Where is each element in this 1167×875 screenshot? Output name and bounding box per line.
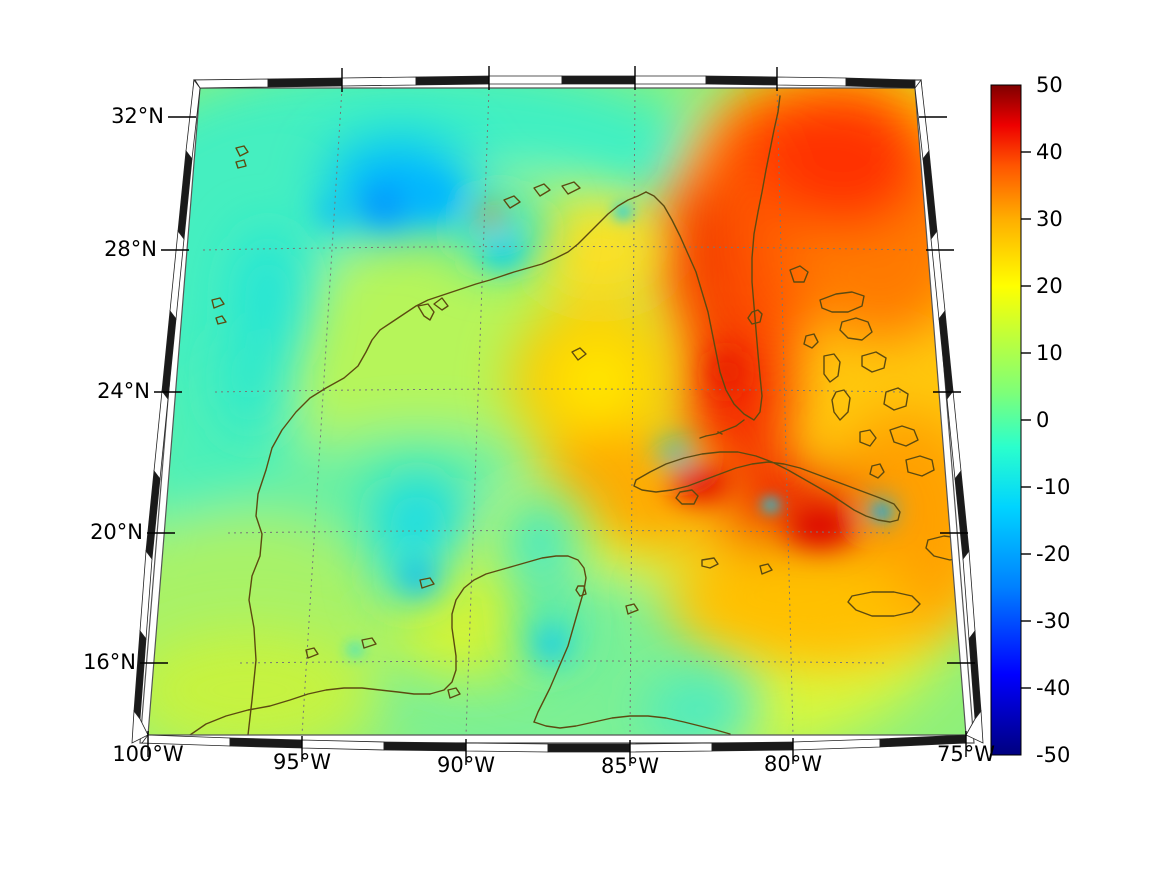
colorbar-label-neg10: -10: [1036, 475, 1071, 499]
field-micro-detail: [347, 205, 890, 656]
coastline-florida-peninsula: [645, 95, 781, 421]
frame-right-segments: [914, 78, 984, 744]
lat-tick-label-24: 24°N: [97, 379, 150, 403]
colorbar-label-neg50: -50: [1036, 743, 1071, 767]
lat-tick-label-20: 20°N: [90, 520, 143, 544]
frame-major-ticks: [140, 66, 975, 766]
coastline-florida-keys: [705, 419, 745, 437]
colorbar-ticks: [1021, 151, 1031, 689]
lon-tick-label-75w: 75°W: [937, 742, 995, 766]
colorbar-label-40: 40: [1036, 140, 1063, 164]
field-mid-features: [148, 205, 683, 735]
colorbar-label-neg30: -30: [1036, 609, 1071, 633]
gridline-lat-24: [214, 388, 902, 393]
coastline-bahamas: [789, 265, 935, 479]
coastline-isla-juventud: [675, 489, 699, 505]
coastline-cozumel: [575, 585, 587, 597]
colorbar-gradient: [990, 84, 1022, 756]
frame-top-segments: [194, 75, 916, 89]
lon-tick-label-90w: 90°W: [437, 753, 495, 777]
map-frame: [131, 66, 984, 766]
coastlines: [189, 95, 966, 735]
coastline-mississippi-delta: [417, 303, 435, 321]
lat-tick-label-32: 32°N: [111, 104, 164, 128]
lat-tick-label-16: 16°N: [83, 650, 136, 674]
frame-left-segments: [131, 78, 201, 744]
lon-tick-label-80w: 80°W: [764, 752, 822, 776]
lon-tick-label-95w: 95°W: [273, 750, 331, 774]
gridline-lat-16: [239, 660, 885, 664]
gridline-lat-20: [227, 530, 893, 534]
colorbar-label-neg20: -20: [1036, 542, 1071, 566]
coastline-central-america: [533, 715, 731, 735]
gridline-lon-95: [301, 88, 343, 735]
coastline-yucatan: [429, 555, 587, 723]
coastline-cayman: [701, 557, 719, 569]
coastline-lake-okeechobee: [747, 309, 763, 325]
colorbar-label-50: 50: [1036, 73, 1063, 97]
coastline-hispaniola: [925, 535, 966, 561]
graticule-gridlines: [202, 88, 914, 735]
coastline-jamaica: [847, 591, 921, 617]
colorbar-label-10: 10: [1036, 341, 1063, 365]
coastline-islets: [211, 145, 773, 699]
lat-tick-label-28: 28°N: [104, 237, 157, 261]
lon-tick-label-100w: 100°W: [112, 742, 184, 766]
coastline-cuba: [633, 451, 901, 523]
colorbar-label-0: 0: [1036, 408, 1050, 432]
colorbar-label-20: 20: [1036, 274, 1063, 298]
colorbar-label-30: 30: [1036, 207, 1063, 231]
colorbar[interactable]: [990, 84, 1031, 756]
coastline-mexico-gulf: [189, 687, 431, 735]
scalar-field-heatmap: [148, 88, 966, 735]
lon-tick-label-85w: 85°W: [601, 754, 659, 778]
gridline-lat-28: [202, 246, 914, 251]
coastline-us-gulf: [247, 191, 647, 735]
colorbar-label-neg40: -40: [1036, 676, 1071, 700]
